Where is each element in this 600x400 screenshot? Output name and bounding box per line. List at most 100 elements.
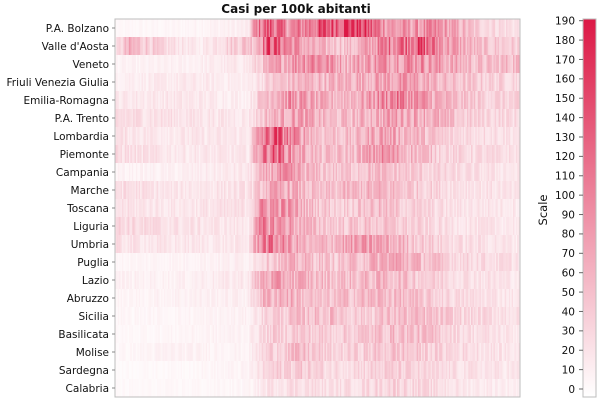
heatmap-cell [323, 19, 325, 38]
heatmap-cell [176, 91, 179, 110]
heatmap-cell [264, 181, 267, 200]
heatmap-cell [483, 37, 486, 56]
heatmap-cell [441, 55, 444, 74]
heatmap-cell [366, 109, 369, 128]
heatmap-cell [300, 271, 303, 290]
heatmap-cell [511, 91, 514, 110]
heatmap-cell [196, 199, 198, 218]
heatmap-cell [168, 73, 170, 92]
heatmap-cell [436, 109, 439, 128]
heatmap-cell [189, 199, 191, 218]
heatmap-cell [142, 199, 145, 218]
heatmap-cell [447, 271, 450, 290]
heatmap-cell [346, 55, 349, 74]
heatmap-cell [367, 55, 370, 74]
heatmap-cell [472, 109, 475, 128]
heatmap-cell [265, 37, 268, 56]
heatmap-cell [253, 73, 256, 92]
heatmap-cell [303, 289, 306, 308]
heatmap-cell [466, 289, 469, 308]
heatmap-cell [391, 91, 394, 110]
heatmap-cell [432, 307, 434, 326]
heatmap-cell [318, 73, 321, 92]
heatmap-cell [370, 217, 373, 236]
heatmap-cell [496, 19, 499, 38]
heatmap-cell [369, 163, 371, 182]
heatmap-cell [381, 73, 384, 92]
heatmap-cell [311, 37, 314, 56]
heatmap-cell [461, 19, 464, 38]
heatmap-cell [180, 235, 183, 254]
heatmap-cell [395, 217, 398, 236]
heatmap-cell [331, 199, 334, 218]
heatmap-cell [180, 145, 183, 164]
heatmap-cell [444, 145, 447, 164]
heatmap-cell [228, 91, 230, 110]
heatmap-cell [289, 307, 292, 326]
heatmap-cell [503, 73, 506, 92]
heatmap-cell [471, 199, 473, 218]
heatmap-cell [479, 145, 482, 164]
heatmap-cell [511, 181, 514, 200]
heatmap-cell [257, 163, 260, 182]
heatmap-cell [197, 253, 200, 272]
heatmap-cell [352, 271, 355, 290]
heatmap-cell [279, 217, 282, 236]
heatmap-cell [381, 109, 384, 128]
heatmap-cell [451, 271, 454, 290]
heatmap-cell [348, 73, 351, 92]
heatmap-cell [385, 91, 388, 110]
heatmap-cell [473, 55, 476, 74]
heatmap-cell [497, 55, 500, 74]
heatmap-cell [176, 55, 179, 74]
heatmap-cell [207, 289, 209, 308]
heatmap-cell [260, 307, 263, 326]
heatmap-cell [223, 127, 226, 146]
heatmap-cell [313, 307, 316, 326]
heatmap-cell [443, 181, 445, 200]
heatmap-cell [166, 127, 169, 146]
heatmap-cell [175, 325, 177, 344]
heatmap-cell [360, 289, 363, 308]
heatmap-cell [261, 145, 264, 164]
heatmap-cell [225, 73, 228, 92]
heatmap-cell [323, 181, 325, 200]
heatmap-cell [296, 307, 299, 326]
heatmap-cell [145, 307, 148, 326]
heatmap-cell [513, 55, 515, 74]
heatmap-cell [464, 73, 466, 92]
heatmap-cell [115, 127, 117, 146]
heatmap-cell [409, 145, 412, 164]
heatmap-cell [133, 271, 135, 290]
heatmap-cell [475, 271, 478, 290]
heatmap-cell [130, 235, 133, 254]
heatmap-cell [233, 271, 236, 290]
heatmap-cell [141, 145, 144, 164]
heatmap-cell [387, 109, 390, 128]
heatmap-cell [152, 55, 155, 74]
heatmap-cell [173, 181, 176, 200]
heatmap-cell [341, 271, 344, 290]
heatmap-cell [309, 91, 311, 110]
heatmap-cell [257, 235, 260, 254]
heatmap-cell [459, 91, 462, 110]
heatmap-cell [360, 73, 363, 92]
heatmap-cell [281, 91, 283, 110]
heatmap-cell [494, 73, 497, 92]
heatmap-cell [281, 163, 283, 182]
heatmap-cell [380, 289, 383, 308]
heatmap-cell [296, 73, 299, 92]
heatmap-cell [147, 19, 149, 38]
heatmap-cell [479, 37, 482, 56]
heatmap-cell [394, 199, 397, 218]
heatmap-cell [249, 253, 251, 272]
heatmap-cell [182, 55, 184, 74]
heatmap-cell [256, 217, 258, 236]
heatmap-cell [459, 37, 462, 56]
heatmap-cell [462, 199, 465, 218]
heatmap-cell [497, 181, 500, 200]
heatmap-cell [154, 307, 156, 326]
heatmap-cell [408, 289, 411, 308]
heatmap-cell [334, 235, 337, 254]
heatmap-cell [355, 145, 358, 164]
